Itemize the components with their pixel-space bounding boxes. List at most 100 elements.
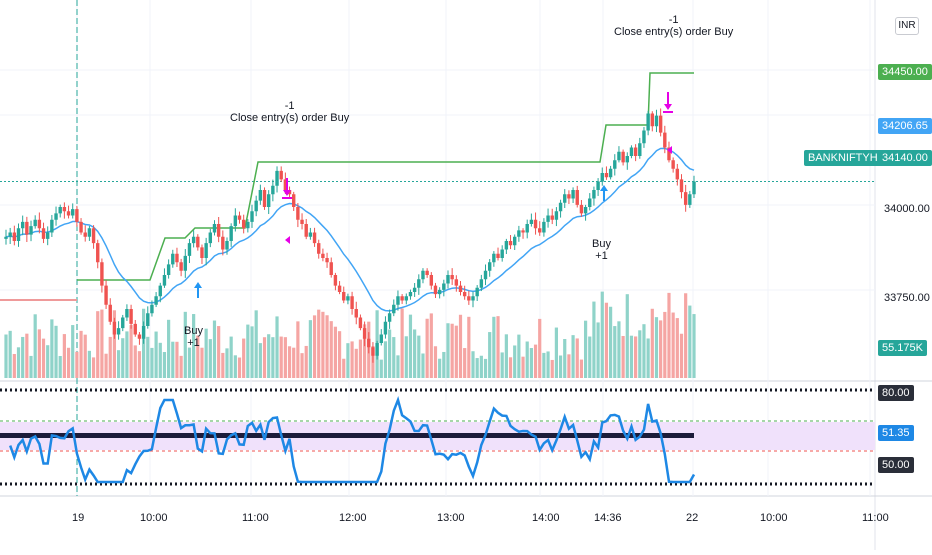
volume-bar — [463, 348, 467, 378]
candle-body — [583, 207, 588, 214]
buy-arrow-icon — [600, 185, 608, 201]
close-qty-text: -1 — [284, 100, 295, 112]
candle-body — [154, 296, 158, 305]
candle-body — [4, 236, 8, 239]
candle-body — [650, 113, 655, 127]
volume-bar — [33, 314, 37, 378]
candle-body — [387, 313, 392, 322]
candle-body — [400, 296, 404, 301]
candle-body — [266, 194, 271, 207]
time-axis-tick: 13:00 — [437, 512, 465, 524]
volume-bar — [354, 348, 358, 378]
candle-body — [158, 285, 162, 297]
candle-body — [429, 275, 434, 286]
volume-bar — [400, 308, 404, 378]
candle-body — [175, 253, 179, 263]
volume-bar — [625, 294, 629, 378]
volume-bar — [146, 336, 150, 378]
candle-body — [100, 262, 104, 286]
candle-body — [437, 289, 442, 295]
candle-body — [292, 194, 296, 207]
close-arrow-base — [663, 111, 673, 113]
volume-bar — [675, 318, 679, 378]
volume-bar — [246, 324, 250, 378]
candle-body — [371, 347, 375, 356]
volume-bar — [538, 318, 542, 378]
volume-bar — [346, 343, 350, 378]
candle-body — [550, 215, 554, 220]
close-arrow-base — [282, 197, 292, 199]
candle-body — [45, 232, 50, 239]
candle-body — [221, 236, 225, 250]
volume-bar — [646, 338, 650, 378]
volume-bar — [287, 346, 292, 378]
price-axis-tick: 34000.00 — [884, 203, 930, 215]
candle-body — [487, 262, 492, 271]
candle-body — [446, 275, 450, 284]
volume-bar — [671, 312, 675, 378]
volume-bar — [29, 355, 33, 378]
volume-bar — [296, 321, 300, 378]
candle-body — [187, 243, 192, 256]
volume-bar — [96, 311, 100, 378]
volume-bar — [663, 311, 667, 378]
candle-body — [108, 304, 112, 322]
volume-bar — [642, 324, 646, 378]
candle-body — [317, 243, 321, 254]
volume-bar — [613, 326, 617, 378]
volume-bar — [254, 310, 258, 378]
time-axis-tick: 14:00 — [532, 512, 560, 524]
volume-bar — [533, 344, 538, 378]
candle-body — [166, 264, 171, 275]
candle-body — [337, 285, 342, 292]
volume-bar — [629, 335, 634, 378]
candle-body — [79, 221, 83, 233]
candle-body — [208, 232, 213, 244]
time-axis-tick: 19 — [72, 512, 85, 524]
currency-button[interactable]: INR — [895, 17, 919, 35]
moving-average-line — [5, 147, 695, 312]
volume-bar — [450, 323, 454, 378]
candle-body — [642, 130, 646, 144]
volume-bar — [542, 352, 546, 378]
volume-bar — [292, 347, 296, 378]
volume-bar — [267, 334, 271, 378]
candle-body — [16, 228, 21, 241]
volume-bar — [300, 353, 304, 378]
candle-body — [58, 207, 62, 214]
volume-bar — [350, 341, 354, 378]
candle-body — [216, 224, 221, 237]
candle-body — [608, 168, 613, 178]
volume-bar — [212, 320, 217, 378]
candle-body — [396, 296, 400, 305]
candle-body — [554, 211, 559, 220]
candle-body — [246, 221, 250, 229]
volume-bar — [413, 329, 417, 378]
candle-body — [450, 275, 454, 280]
candle-body — [241, 219, 246, 229]
volume-bar — [388, 329, 392, 378]
volume-bar — [609, 306, 613, 378]
volume-bar — [479, 355, 483, 378]
candle-body — [392, 304, 396, 314]
buy-qty-text: +1 — [595, 250, 608, 262]
volume-bar — [62, 334, 66, 378]
close-label-text: Close entry(s) order Buy — [230, 112, 350, 124]
volume-bar — [112, 310, 117, 378]
candle-body — [383, 321, 388, 335]
candle-body — [479, 279, 484, 288]
volume-bar — [638, 330, 642, 378]
volume-bar — [634, 336, 638, 378]
rsi-upper-tag: 80.00 — [878, 385, 914, 401]
volume-bar — [121, 338, 125, 378]
close-label-text: Close entry(s) order Buy — [614, 26, 734, 38]
candle-body — [325, 258, 329, 263]
volume-bar — [442, 351, 446, 378]
volume-bar — [50, 319, 54, 378]
candle-body — [467, 296, 471, 301]
volume-bar — [258, 343, 262, 378]
candle-body — [346, 296, 350, 301]
volume-bar — [312, 315, 317, 378]
